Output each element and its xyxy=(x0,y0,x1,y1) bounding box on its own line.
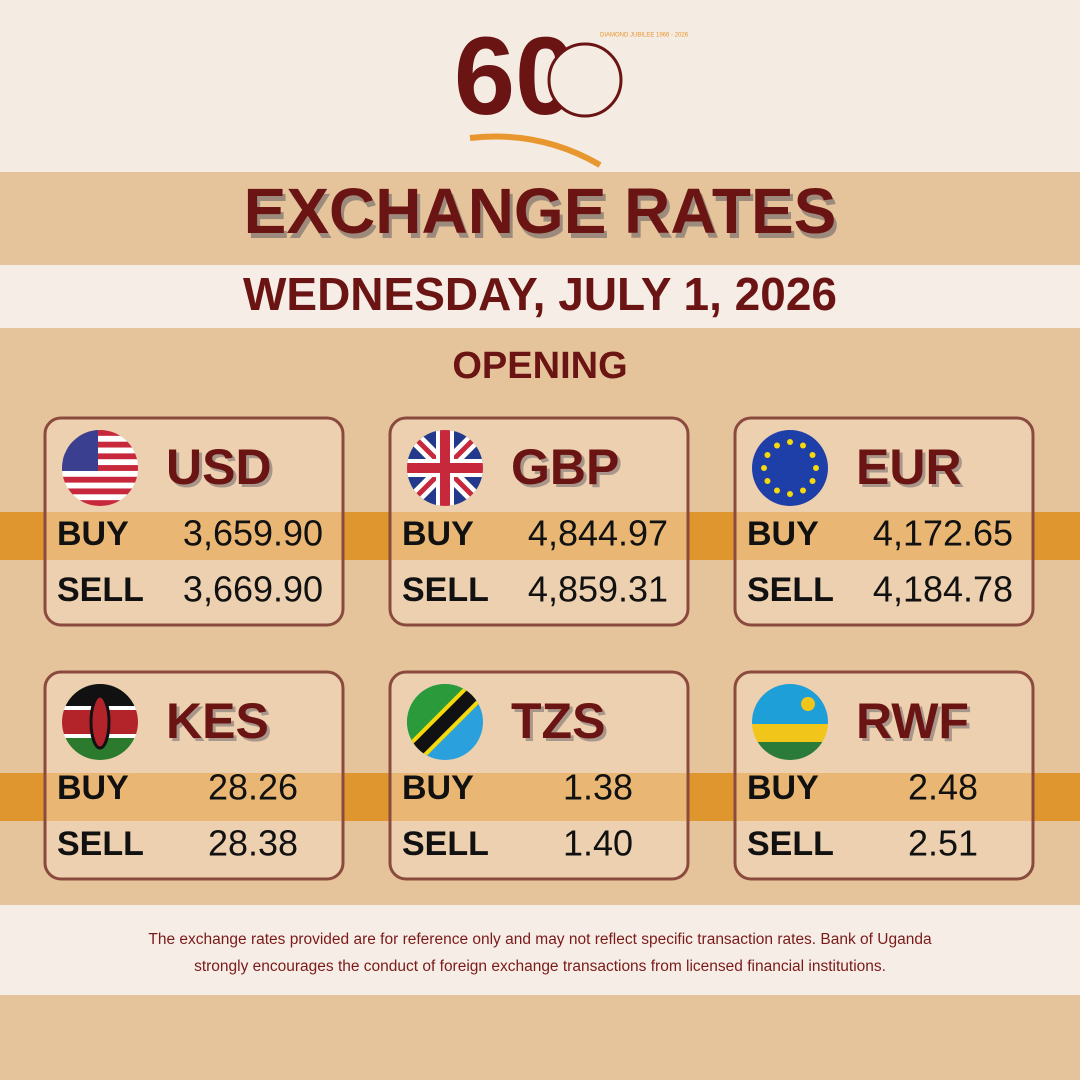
stripe xyxy=(62,488,138,495)
currency-code: EUR xyxy=(856,439,962,495)
currency-code-shadow: RWF xyxy=(859,696,972,752)
sell-rate: 2.51 xyxy=(908,823,978,864)
star xyxy=(774,442,780,449)
buy-label: BUY xyxy=(402,515,474,553)
star xyxy=(761,465,767,471)
star xyxy=(764,452,771,458)
star xyxy=(774,487,780,494)
logo-caption: DIAMOND JUBILEE 1966 - 2026 xyxy=(600,33,689,39)
flag xyxy=(62,684,138,760)
buy-label: BUY xyxy=(747,769,819,807)
currency-code-shadow: EUR xyxy=(859,442,965,498)
session: OPENING xyxy=(452,345,627,387)
currency-code: GBP xyxy=(511,439,619,495)
stripe xyxy=(62,470,138,478)
buy-strip xyxy=(0,512,1080,560)
currency-code-shadow: TZS xyxy=(514,696,608,752)
shield xyxy=(89,694,111,750)
star xyxy=(809,478,816,484)
sell-rate: 4,184.78 xyxy=(873,569,1013,610)
cross xyxy=(440,430,450,506)
currency-code-shadow: GBP xyxy=(514,442,622,498)
stripe xyxy=(62,441,138,449)
sell-label: SELL xyxy=(57,825,144,863)
buy-label: BUY xyxy=(402,769,474,807)
stripe xyxy=(62,447,138,454)
sell-rate: 28.38 xyxy=(208,823,298,864)
currency-code-shadow: KES xyxy=(169,696,272,752)
star xyxy=(764,478,771,484)
buy-rate: 4,844.97 xyxy=(528,513,668,554)
flag xyxy=(752,430,828,506)
stripe xyxy=(62,435,138,443)
stripe xyxy=(62,482,138,489)
buy-strip xyxy=(0,773,1080,821)
title: EXCHANGE RATES xyxy=(244,175,837,247)
stripe xyxy=(62,476,138,484)
logo-arc xyxy=(469,133,602,168)
currency-code: KES xyxy=(166,693,269,749)
star xyxy=(800,442,806,449)
buy-rate: 4,172.65 xyxy=(873,513,1013,554)
sell-label: SELL xyxy=(402,825,489,863)
currency-code-shadow: USD xyxy=(169,442,275,498)
logo-emblem xyxy=(547,42,623,118)
star xyxy=(787,439,793,445)
stripe xyxy=(752,724,828,742)
date: WEDNESDAY, JULY 1, 2026 xyxy=(243,268,837,320)
sell-label: SELL xyxy=(747,825,834,863)
title-shadow: EXCHANGE RATES xyxy=(247,180,840,252)
buy-rate: 3,659.90 xyxy=(183,513,323,554)
sell-rate: 1.40 xyxy=(563,823,633,864)
star xyxy=(800,487,806,494)
buy-rate: 1.38 xyxy=(563,767,633,808)
stripe xyxy=(62,500,138,506)
stripe xyxy=(62,430,138,437)
disclaimer: strongly encourages the conduct of forei… xyxy=(194,958,886,975)
sell-label: SELL xyxy=(402,571,489,609)
flag xyxy=(407,684,483,760)
buy-label: BUY xyxy=(57,515,129,553)
buy-label: BUY xyxy=(747,515,819,553)
stripe xyxy=(62,453,138,460)
sun xyxy=(801,697,815,711)
stripe xyxy=(62,494,138,501)
currency-code: TZS xyxy=(511,693,605,749)
buy-rate: 2.48 xyxy=(908,767,978,808)
logo: 60 DIAMOND JUBILEE 1966 - 2026 xyxy=(454,15,689,168)
star xyxy=(809,452,816,458)
stripe xyxy=(62,465,138,472)
sell-rate: 4,859.31 xyxy=(528,569,668,610)
sell-rate: 3,669.90 xyxy=(183,569,323,610)
currency-code: RWF xyxy=(856,693,969,749)
band xyxy=(407,684,483,760)
date-band xyxy=(0,265,1080,328)
buy-rate: 28.26 xyxy=(208,767,298,808)
star xyxy=(787,491,793,497)
flag xyxy=(407,430,483,506)
sell-label: SELL xyxy=(57,571,144,609)
disclaimer: The exchange rates provided are for refe… xyxy=(148,931,932,948)
stripe xyxy=(62,459,138,466)
sell-label: SELL xyxy=(747,571,834,609)
footer-band xyxy=(0,905,1080,995)
buy-label: BUY xyxy=(57,769,129,807)
currency-code: USD xyxy=(166,439,272,495)
flag xyxy=(62,430,138,506)
star xyxy=(813,465,819,471)
